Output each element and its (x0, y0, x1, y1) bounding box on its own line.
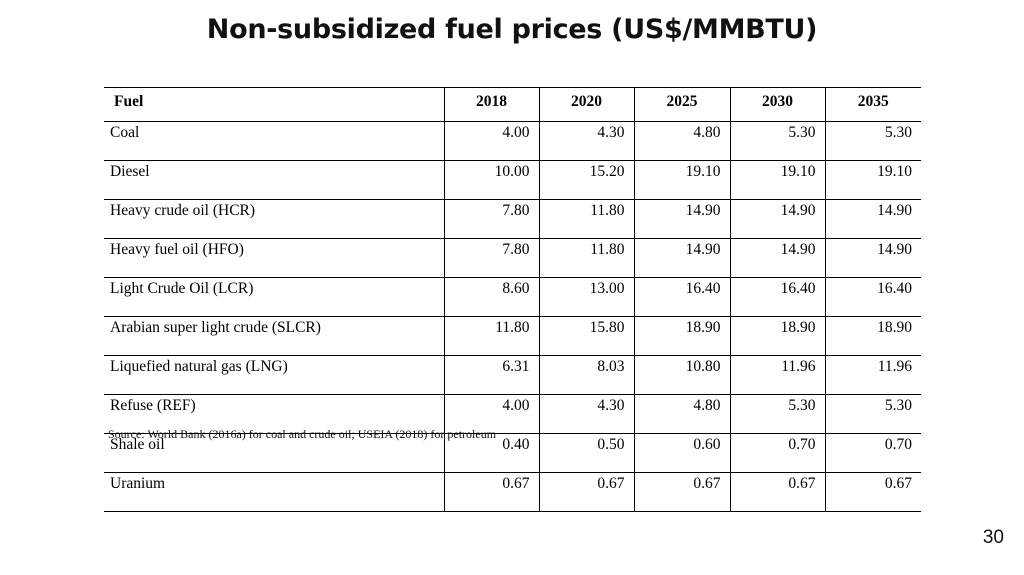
price-cell-2020: 4.30 (538, 121, 634, 161)
fuel-price-table: Fuel 2018 2020 2025 2030 2035 Coal 4.00 4.… (104, 87, 921, 512)
price-cell-2035: 11.96 (824, 355, 921, 395)
price-cell-2025: 4.80 (633, 394, 730, 434)
source-note: Source: World Bank (2016a) for coal and … (108, 427, 497, 441)
price-cell-2035: 5.30 (824, 394, 921, 434)
price-cell-2020: 15.20 (538, 160, 634, 200)
price-cell-2030: 14.90 (729, 199, 825, 239)
header-2018: 2018 (443, 87, 539, 122)
table-row: Diesel 10.00 15.20 19.10 19.10 19.10 (104, 160, 921, 200)
price-cell-2025: 18.90 (633, 316, 730, 356)
price-cell-2030: 5.30 (729, 394, 825, 434)
price-cell-2035: 19.10 (824, 160, 921, 200)
fuel-name-cell: Heavy crude oil (HCR) (104, 199, 444, 239)
page-number: 30 (982, 527, 1004, 548)
price-cell-2030: 0.70 (729, 433, 825, 473)
price-cell-2020: 4.30 (538, 394, 634, 434)
price-cell-2025: 16.40 (633, 277, 730, 317)
table-header-row: Fuel 2018 2020 2025 2030 2035 (104, 87, 921, 122)
table-row: Light Crude Oil (LCR) 8.60 13.00 16.40 16.40… (104, 277, 921, 317)
price-cell-2020: 13.00 (538, 277, 634, 317)
price-cell-2020: 0.50 (538, 433, 634, 473)
price-cell-2035: 0.70 (824, 433, 921, 473)
price-cell-2018: 6.31 (443, 355, 539, 395)
header-2030: 2030 (729, 87, 825, 122)
header-2020: 2020 (538, 87, 634, 122)
fuel-name-cell: Shale oil (104, 433, 444, 473)
price-cell-2035: 14.90 (824, 238, 921, 278)
price-cell-2030: 5.30 (729, 121, 825, 161)
table-row: Arabian super light crude (SLCR) 11.80 15.… (104, 316, 921, 356)
price-cell-2030: 14.90 (729, 238, 825, 278)
fuel-name-cell: Arabian super light crude (SLCR) (104, 316, 444, 356)
table-row: Heavy crude oil (HCR) 7.80 11.80 14.90 14.90… (104, 199, 921, 239)
price-cell-2030: 16.40 (729, 277, 825, 317)
price-cell-2035: 16.40 (824, 277, 921, 317)
table-row: Coal 4.00 4.30 4.80 5.30 5.30 (104, 121, 921, 161)
price-cell-2018: 4.00 (443, 394, 539, 434)
price-cell-2025: 10.80 (633, 355, 730, 395)
price-cell-2020: 0.67 (538, 472, 634, 512)
price-cell-2020: 15.80 (538, 316, 634, 356)
price-cell-2025: 14.90 (633, 199, 730, 239)
table-row: Shale oil 0.40 0.50 0.60 0.70 0.70 (104, 433, 921, 473)
price-cell-2035: 0.67 (824, 472, 921, 512)
price-cell-2018: 10.00 (443, 160, 539, 200)
fuel-name-cell: Heavy fuel oil (HFO) (104, 238, 444, 278)
header-2035: 2035 (824, 87, 921, 122)
price-cell-2018: 4.00 (443, 121, 539, 161)
price-cell-2035: 14.90 (824, 199, 921, 239)
price-cell-2020: 11.80 (538, 199, 634, 239)
header-2025: 2025 (633, 87, 730, 122)
fuel-name-cell: Uranium (104, 472, 444, 512)
fuel-name-cell: Liquefied natural gas (LNG) (104, 355, 444, 395)
slide-title: Non-subsidized fuel prices (US$/MMBTU) (206, 14, 818, 45)
fuel-name-cell: Diesel (104, 160, 444, 200)
price-cell-2030: 19.10 (729, 160, 825, 200)
price-cell-2025: 0.67 (633, 472, 730, 512)
price-cell-2025: 14.90 (633, 238, 730, 278)
price-cell-2030: 0.67 (729, 472, 825, 512)
price-cell-2025: 4.80 (633, 121, 730, 161)
price-cell-2025: 0.60 (633, 433, 730, 473)
price-cell-2030: 18.90 (729, 316, 825, 356)
price-cell-2018: 11.80 (443, 316, 539, 356)
table-row: Liquefied natural gas (LNG) 6.31 8.03 10.80… (104, 355, 921, 395)
price-cell-2025: 19.10 (633, 160, 730, 200)
price-cell-2035: 18.90 (824, 316, 921, 356)
price-cell-2018: 0.67 (443, 472, 539, 512)
table-body: Coal 4.00 4.30 4.80 5.30 5.30 Diesel 10.00 15.20… (104, 121, 921, 512)
fuel-name-cell: Refuse (REF) (104, 394, 444, 434)
header-fuel: Fuel (104, 87, 444, 122)
price-cell-2020: 8.03 (538, 355, 634, 395)
table-row: Uranium 0.67 0.67 0.67 0.67 0.67 (104, 472, 921, 512)
price-cell-2018: 8.60 (443, 277, 539, 317)
fuel-name-cell: Coal (104, 121, 444, 161)
price-cell-2018: 7.80 (443, 238, 539, 278)
price-cell-2035: 5.30 (824, 121, 921, 161)
price-cell-2020: 11.80 (538, 238, 634, 278)
fuel-name-cell: Light Crude Oil (LCR) (104, 277, 444, 317)
table-row: Heavy fuel oil (HFO) 7.80 11.80 14.90 14.90 1… (104, 238, 921, 278)
price-cell-2018: 7.80 (443, 199, 539, 239)
price-cell-2030: 11.96 (729, 355, 825, 395)
